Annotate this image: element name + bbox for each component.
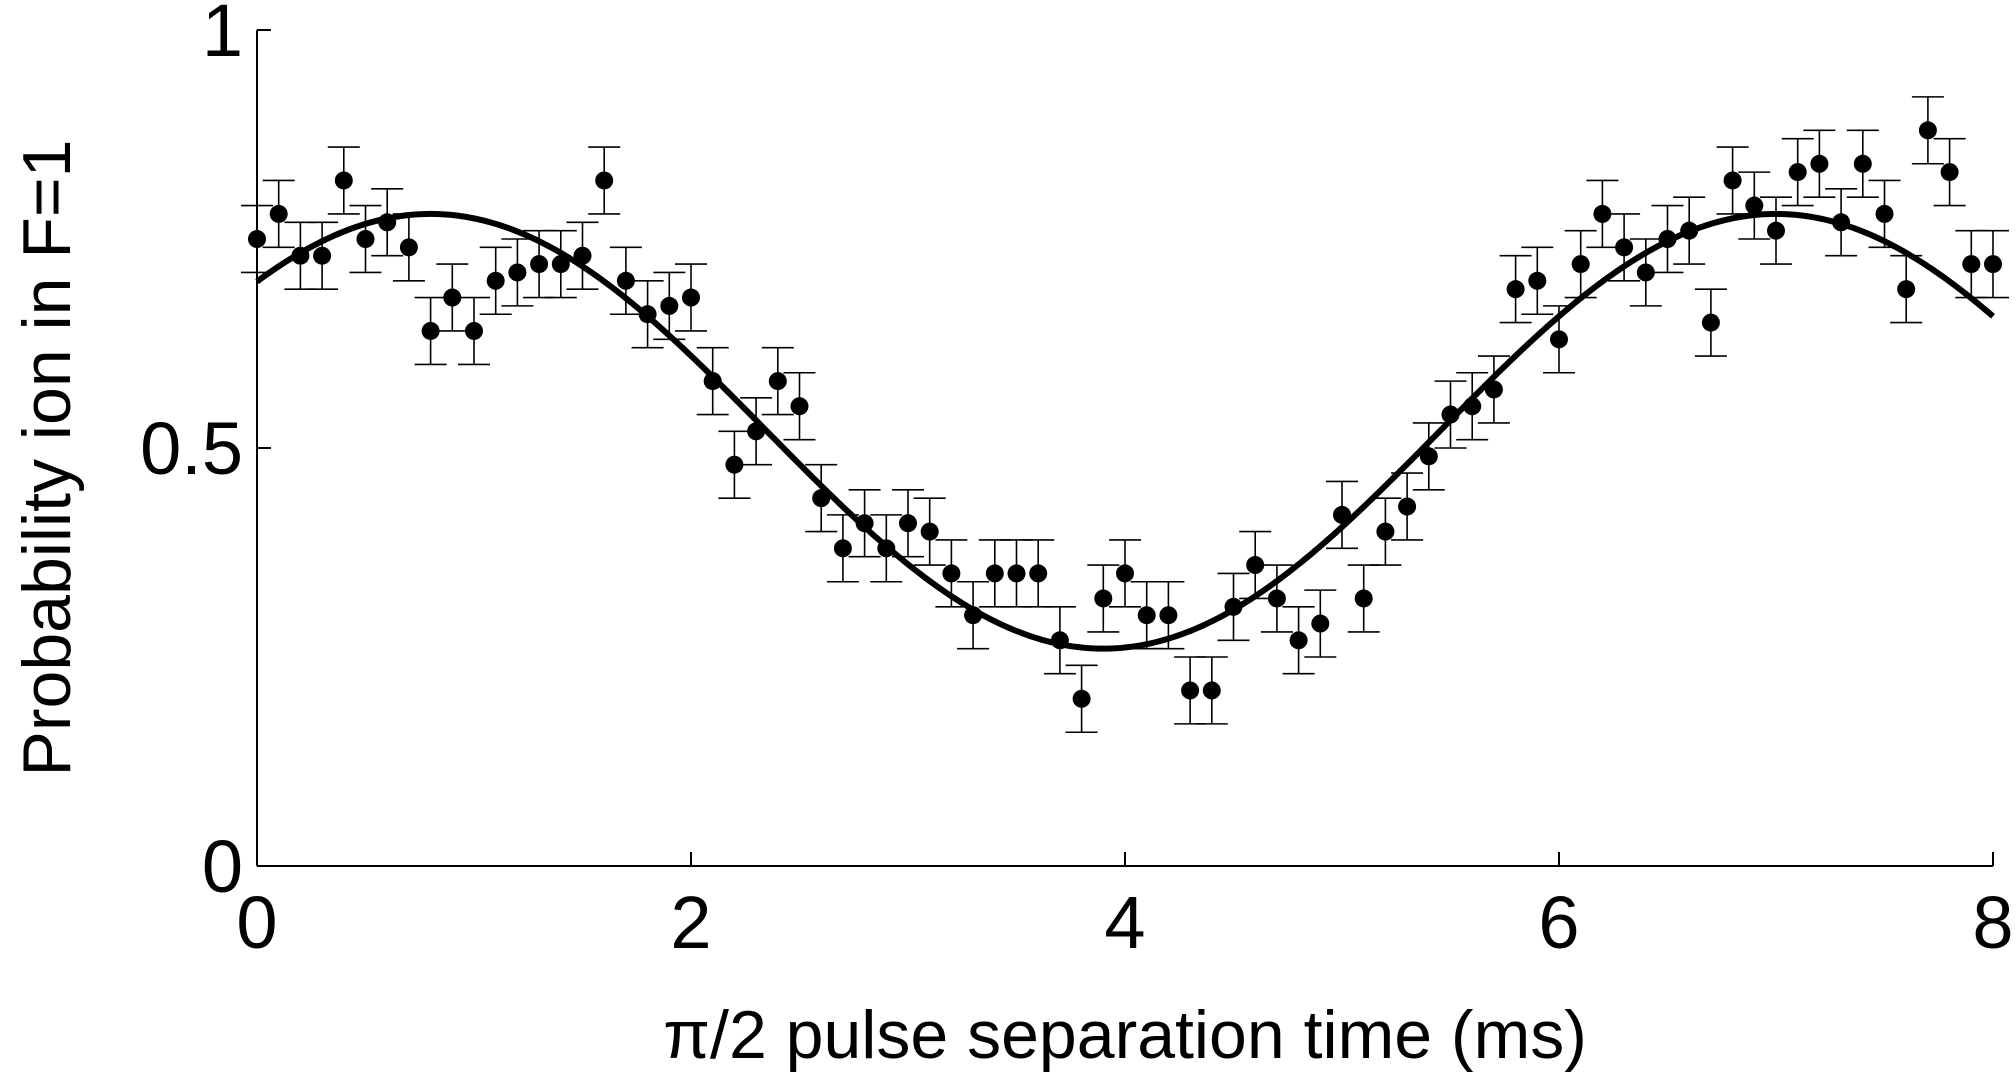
data-point [1571, 255, 1590, 274]
data-point [942, 564, 961, 583]
data-point [486, 271, 505, 290]
data-point [1832, 213, 1851, 232]
data-point [1050, 631, 1069, 650]
data-point [703, 372, 722, 391]
y-ticks: 00.51 [140, 0, 271, 908]
data-point [378, 213, 397, 232]
data-point [334, 171, 353, 190]
data-point [1984, 255, 2002, 274]
data-point [1940, 163, 1959, 182]
data-point [313, 246, 332, 265]
data-point [1528, 271, 1547, 290]
data-point [1463, 397, 1482, 416]
data-point [1116, 564, 1134, 583]
y-tick-label: 0 [202, 825, 243, 908]
data-point [616, 271, 635, 290]
y-tick-label: 1 [202, 0, 243, 72]
data-point [1224, 597, 1243, 616]
data-point [595, 171, 614, 190]
data-point [356, 230, 375, 248]
data-point [551, 255, 570, 274]
x-tick-label: 0 [236, 881, 277, 964]
x-tick-label: 4 [1104, 881, 1145, 964]
x-axis-title: π/2 pulse separation time (ms) [663, 997, 1587, 1073]
data-point [725, 455, 744, 474]
data-point [812, 489, 831, 508]
data-point [790, 397, 809, 416]
data-point [1723, 171, 1742, 190]
data-point [1181, 681, 1200, 700]
data-point [1137, 606, 1156, 625]
data-point [1506, 280, 1525, 299]
data-point [920, 522, 939, 541]
data-point [833, 539, 852, 558]
data-point [1376, 522, 1395, 541]
data-point [1484, 380, 1503, 399]
data-point [1550, 330, 1568, 349]
data-point [1875, 204, 1894, 223]
data-point [985, 564, 1004, 583]
y-tick-label: 0.5 [140, 407, 243, 490]
data-point [1289, 631, 1308, 650]
data-point [1202, 681, 1221, 700]
data-point [1007, 564, 1026, 583]
data-point [1810, 154, 1829, 173]
data-point [1701, 313, 1720, 332]
data-point [1267, 589, 1286, 608]
data-point [1246, 556, 1265, 575]
fit-curve [255, 210, 1995, 652]
x-tick-label: 2 [670, 881, 711, 964]
data-point [269, 204, 288, 223]
data-point [1680, 221, 1699, 240]
data-point [964, 606, 983, 625]
data-point [465, 321, 483, 340]
data-point [1918, 121, 1937, 140]
data-point [443, 288, 462, 307]
data-point [768, 372, 787, 391]
x-tick-label: 6 [1538, 881, 1579, 964]
data-point [1029, 564, 1048, 583]
data-point [1441, 405, 1460, 424]
data-point [248, 230, 266, 248]
error-bars [241, 96, 2009, 734]
data-point [1419, 447, 1438, 466]
x-ticks: 0 2 4 6 8 [236, 852, 2014, 964]
data-point [1853, 154, 1872, 173]
data-point [1788, 163, 1807, 182]
data-point [1767, 221, 1785, 240]
data-point [1615, 238, 1634, 257]
data-point [508, 263, 527, 282]
data-point [1333, 505, 1351, 524]
data-point [899, 514, 917, 533]
data-point [747, 422, 766, 441]
data-point [660, 296, 679, 315]
data-point [855, 514, 874, 533]
data-point [399, 238, 418, 257]
data-point [1354, 589, 1373, 608]
data-point [1072, 689, 1091, 708]
data-point [573, 246, 592, 265]
data-point [682, 288, 700, 307]
data-point [1636, 263, 1655, 282]
data-point [1593, 204, 1612, 223]
data-point [1311, 614, 1330, 633]
data-point [1962, 255, 1981, 274]
data-point [291, 246, 310, 265]
data-point [877, 539, 896, 558]
data-point [1897, 280, 1916, 299]
data-point [1094, 589, 1113, 608]
data-point [1398, 497, 1417, 516]
data-point [421, 321, 440, 340]
y-axis-title: Probability ion in F=1 [9, 140, 85, 777]
data-point [638, 305, 657, 324]
data-point [1658, 230, 1677, 248]
data-point [1159, 606, 1178, 625]
data-point [1745, 196, 1764, 215]
x-tick-label: 8 [1972, 881, 2013, 964]
data-points [248, 121, 2002, 708]
data-point [530, 255, 549, 274]
